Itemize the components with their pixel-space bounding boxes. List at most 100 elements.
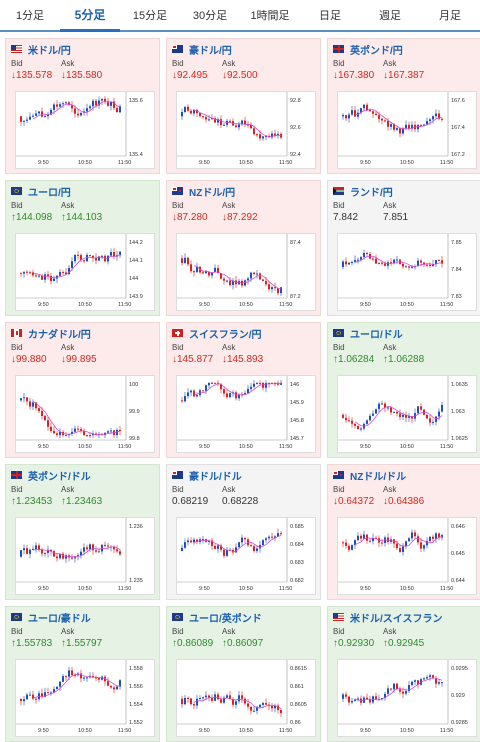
price-labels: Bid Ask <box>333 485 476 495</box>
za-flag-icon <box>333 187 344 195</box>
currency-pair-link[interactable]: 米ドル/スイスフラン <box>350 613 443 625</box>
candle-body <box>68 267 70 275</box>
currency-pair-link[interactable]: ユーロ/豪ドル <box>28 613 91 625</box>
x-tick-label: 9:50 <box>360 160 371 166</box>
candle-body <box>405 124 407 129</box>
tab-4[interactable]: 1時間足 <box>250 10 290 22</box>
candle-body <box>193 109 195 114</box>
rate-card[interactable]: 米ドル/円 Bid Ask ↓135.578 ↓135.580 135.6 135.4 9:5… <box>5 38 160 174</box>
candlestick-chart[interactable]: 0.9295 0.929 0.9285 9:50 10:50 11:50 <box>337 659 477 737</box>
rate-card[interactable]: 豪ドル/円 Bid Ask ↓92.495 ↓92.500 92.8 92.6 92.4 9:5… <box>166 38 321 174</box>
rate-card[interactable]: ユーロ/ドル Bid Ask ↑1.06284 ↑1.06288 1.0635 1.063 1… <box>327 322 480 458</box>
rate-card-title: ユーロ/ドル <box>333 326 476 341</box>
currency-pair-link[interactable]: 豪ドル/ドル <box>189 471 242 483</box>
candle-body <box>378 115 380 119</box>
tab-0[interactable]: 1分足 <box>15 10 45 22</box>
rate-card[interactable]: ユーロ/英ポンド Bid Ask ↑0.86089 ↑0.86097 0.8615 0.86… <box>166 606 321 742</box>
candle-body <box>238 695 240 702</box>
rate-card[interactable]: 米ドル/スイスフラン Bid Ask ↑0.92930 ↑0.92945 0.9295 0.… <box>327 606 480 742</box>
price-labels: Bid Ask <box>11 485 154 495</box>
currency-pair-link[interactable]: 米ドル/円 <box>28 45 71 57</box>
candlestick-chart[interactable]: 135.6 135.4 9:50 10:50 11:50 <box>15 91 155 169</box>
currency-pair-link[interactable]: NZドル/円 <box>189 187 236 199</box>
candlestick-chart[interactable]: 146 145.9 145.8 145.7 9:50 10:50 11:50 <box>176 375 316 453</box>
currency-pair-link[interactable]: スイスフラン/円 <box>189 329 262 341</box>
candle-body <box>89 106 91 109</box>
currency-pair-link[interactable]: 豪ドル/円 <box>189 45 232 57</box>
candle-body <box>432 675 434 679</box>
candle-body <box>41 111 43 117</box>
tab-2[interactable]: 15分足 <box>132 10 168 22</box>
tab-7[interactable]: 月足 <box>439 10 461 22</box>
bid-label: Bid <box>11 201 23 210</box>
currency-pair-link[interactable]: ユーロ/英ポンド <box>189 613 262 625</box>
rate-card[interactable]: NZドル/ドル Bid Ask ↓0.64372 ↓0.64386 0.646 0.645 0… <box>327 464 480 600</box>
y-tick-label: 167.6 <box>451 98 465 104</box>
y-tick-label: 1.236 <box>129 524 143 530</box>
candle-body <box>250 272 252 279</box>
currency-pair-link[interactable]: ユーロ/ドル <box>350 329 403 341</box>
candle-body <box>268 382 270 384</box>
candle-body <box>366 420 368 424</box>
rate-card[interactable]: カナダドル/円 Bid Ask ↓99.880 ↓99.895 100 99.9 99.8 9:… <box>5 322 160 458</box>
tab-6[interactable]: 週足 <box>379 10 401 22</box>
ask-label: Ask <box>383 59 397 68</box>
candle-body <box>74 428 76 432</box>
y-tick-label: 145.9 <box>290 400 304 406</box>
candle-body <box>274 382 276 384</box>
x-tick-label: 10:50 <box>78 160 92 166</box>
candle-body <box>399 413 401 417</box>
currency-pair-link[interactable]: カナダドル/円 <box>28 329 91 341</box>
candlestick-chart[interactable]: 144.2 144.1 144 143.9 9:50 10:50 11:50 <box>15 233 155 311</box>
price-labels: Bid Ask <box>11 627 154 637</box>
tab-1[interactable]: 5分足 <box>60 0 120 32</box>
tab-5[interactable]: 日足 <box>319 10 341 22</box>
candlestick-chart[interactable]: 0.646 0.645 0.644 9:50 10:50 11:50 <box>337 517 477 595</box>
candle-body <box>41 411 43 416</box>
candle-body <box>71 670 73 675</box>
candlestick-chart[interactable]: 0.8615 0.861 0.8605 0.86 9:50 10:50 11:50 <box>176 659 316 737</box>
candle-body <box>190 698 192 705</box>
candlestick-chart[interactable]: 92.8 92.6 92.4 9:50 10:50 11:50 <box>176 91 316 169</box>
price-values: ↓0.64372 ↓0.64386 <box>333 496 476 508</box>
candle-body <box>74 674 76 676</box>
candle-body <box>360 108 362 113</box>
rate-card[interactable]: ランド/円 Bid Ask 7.842 7.851 7.85 7.84 7.83 9:50 10:… <box>327 180 480 316</box>
candle-body <box>29 116 31 120</box>
candle-body <box>348 420 350 422</box>
candlestick-chart[interactable]: 1.0635 1.063 1.0625 9:50 10:50 11:50 <box>337 375 477 453</box>
rate-card[interactable]: 英ポンド/ドル Bid Ask ↑1.23453 ↑1.23463 1.236 1.235 9… <box>5 464 160 600</box>
chart-svg: 146 145.9 145.8 145.7 9:50 10:50 11:50 <box>177 376 304 450</box>
candlestick-chart[interactable]: 100 99.9 99.8 9:50 10:50 11:50 <box>15 375 155 453</box>
candle-body <box>232 699 234 705</box>
tab-3[interactable]: 30分足 <box>192 10 228 22</box>
candle-body <box>348 262 350 265</box>
candle-body <box>62 676 64 682</box>
candlestick-chart[interactable]: 1.558 1.556 1.554 1.552 9:50 10:50 11:50 <box>15 659 155 737</box>
candle-body <box>113 546 115 550</box>
candlestick-chart[interactable]: 1.236 1.235 9:50 10:50 11:50 <box>15 517 155 595</box>
currency-pair-link[interactable]: 英ポンド/円 <box>350 45 403 57</box>
candlestick-chart[interactable]: 167.6 167.4 167.2 9:50 10:50 11:50 <box>337 91 477 169</box>
candle-body <box>83 430 85 436</box>
rate-card[interactable]: 英ポンド/円 Bid Ask ↓167.380 ↓167.387 167.6 167.4 16… <box>327 38 480 174</box>
currency-pair-link[interactable]: 英ポンド/ドル <box>28 471 91 483</box>
candlestick-chart[interactable]: 7.85 7.84 7.83 9:50 10:50 11:50 <box>337 233 477 311</box>
rate-card[interactable]: ユーロ/円 Bid Ask ↑144.098 ↑144.103 144.2 144.1 144… <box>5 180 160 316</box>
candle-body <box>223 389 225 394</box>
candlestick-chart[interactable]: 0.685 0.684 0.683 0.682 9:50 10:50 11:50 <box>176 517 316 595</box>
rate-card[interactable]: 豪ドル/ドル Bid Ask 0.68219 0.68228 0.685 0.684 0.68… <box>166 464 321 600</box>
bid-label: Bid <box>172 201 184 210</box>
rate-card[interactable]: NZドル/円 Bid Ask ↓87.280 ↓87.292 87.4 87.2 9:50 10… <box>166 180 321 316</box>
currency-pair-link[interactable]: ランド/円 <box>350 187 393 199</box>
rate-card[interactable]: ユーロ/豪ドル Bid Ask ↑1.55783 ↑1.55797 1.558 1.556 1… <box>5 606 160 742</box>
y-tick-label: 1.556 <box>129 684 143 690</box>
rate-card[interactable]: スイスフラン/円 Bid Ask ↓145.877 ↓145.893 146 145.9 14… <box>166 322 321 458</box>
candle-body <box>20 272 22 274</box>
candlestick-chart[interactable]: 87.4 87.2 9:50 10:50 11:50 <box>176 233 316 311</box>
currency-pair-link[interactable]: ユーロ/円 <box>28 187 71 199</box>
currency-pair-link[interactable]: NZドル/ドル <box>350 471 407 483</box>
candle-body <box>26 119 28 121</box>
candle-body <box>226 695 228 698</box>
x-tick-label: 9:50 <box>199 728 210 734</box>
